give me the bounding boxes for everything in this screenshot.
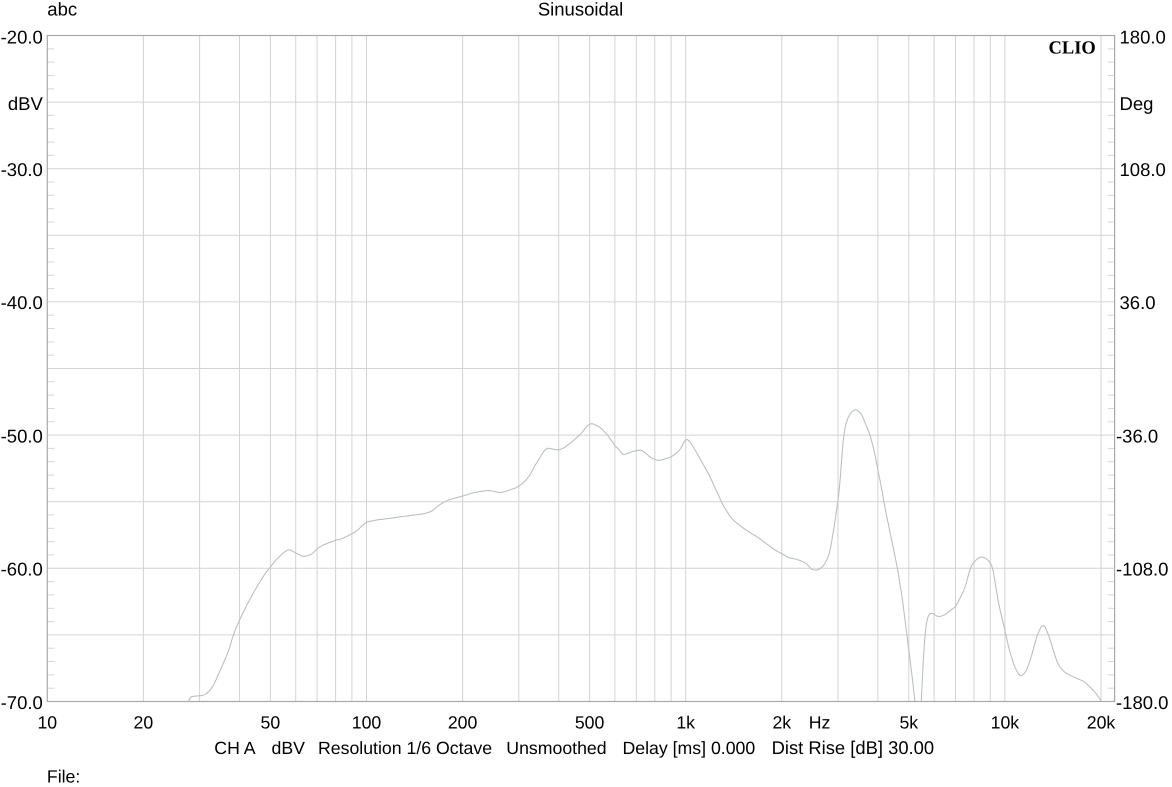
svg-text:Dist Rise [dB] 30.00: Dist Rise [dB] 30.00 [772, 737, 935, 758]
svg-text:10k: 10k [991, 712, 1020, 732]
svg-text:1k: 1k [676, 712, 695, 732]
svg-text:Hz: Hz [809, 712, 831, 732]
svg-text:-180.0: -180.0 [1116, 692, 1168, 713]
svg-text:36.0: 36.0 [1120, 292, 1156, 313]
svg-text:abc: abc [47, 0, 77, 20]
svg-text:-30.0: -30.0 [1, 159, 43, 180]
svg-text:180.0: 180.0 [1120, 26, 1166, 47]
svg-text:Sinusoidal: Sinusoidal [538, 0, 623, 20]
svg-text:-50.0: -50.0 [1, 425, 43, 446]
svg-text:-70.0: -70.0 [1, 692, 43, 713]
svg-text:200: 200 [448, 712, 478, 732]
svg-text:-60.0: -60.0 [1, 559, 43, 580]
svg-text:-36.0: -36.0 [1116, 425, 1158, 446]
svg-text:Deg: Deg [1120, 93, 1154, 114]
svg-text:-20.0: -20.0 [1, 26, 43, 47]
svg-text:10: 10 [37, 712, 57, 732]
svg-text:Unsmoothed: Unsmoothed [506, 738, 606, 758]
svg-text:5k: 5k [899, 712, 918, 732]
svg-text:dBV: dBV [272, 738, 306, 758]
svg-text:-40.0: -40.0 [1, 292, 43, 313]
svg-text:20k: 20k [1087, 712, 1116, 732]
svg-text:Resolution 1/6 Octave: Resolution 1/6 Octave [318, 738, 492, 758]
svg-text:File:: File: [47, 767, 80, 787]
svg-text:108.0: 108.0 [1120, 159, 1166, 180]
svg-text:500: 500 [575, 712, 605, 732]
svg-text:Delay [ms] 0.000: Delay [ms] 0.000 [623, 738, 756, 758]
svg-text:50: 50 [261, 712, 281, 732]
svg-text:2k: 2k [772, 712, 791, 732]
svg-text:-108.0: -108.0 [1116, 559, 1168, 580]
svg-text:CLIO: CLIO [1049, 39, 1096, 59]
svg-text:100: 100 [352, 712, 382, 732]
svg-text:dBV: dBV [8, 93, 44, 114]
svg-text:20: 20 [134, 712, 154, 732]
svg-text:CH A: CH A [214, 738, 255, 758]
